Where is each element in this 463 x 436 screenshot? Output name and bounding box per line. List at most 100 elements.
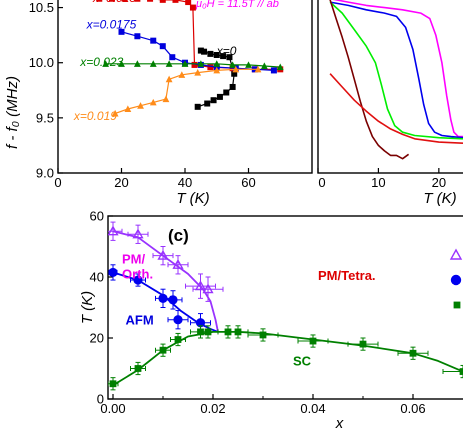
panel-a-x-tick-label: 0 xyxy=(54,175,61,190)
panel-a-data-point xyxy=(226,54,233,61)
panel-a-data-point xyxy=(229,61,237,68)
panel-a-series-label: x=0.023 xyxy=(79,55,123,69)
panel-c-y-tick-label: 0 xyxy=(97,392,104,407)
panel-a-x-tick-label: 20 xyxy=(114,175,128,190)
panel-a-data-point xyxy=(159,0,166,3)
panel-a-data-point xyxy=(245,61,252,68)
panel-b-plot-area xyxy=(329,0,463,160)
panel-a-data-point xyxy=(231,70,238,77)
panel-c-data-point xyxy=(132,228,144,239)
panel-c-data-point xyxy=(134,365,142,372)
panel-a-frequency-vs-temperature: 0 20 40 60 9.0 9.5 10.0 10.5 x=0 x=0.013 x=0.0175 x… xyxy=(4,0,313,207)
panel-c-y-axis-title: T (K) xyxy=(79,291,96,324)
panel-b-series-line xyxy=(329,73,463,144)
panel-c-legend-marker xyxy=(453,301,461,309)
panel-a-data-point xyxy=(210,97,217,104)
panel-b-low-temperature-frequency: 0 10 20T (K) xyxy=(317,0,463,207)
panel-a-field-label: μ₀H = 11.5T // ab xyxy=(195,0,279,10)
panel-a-data-point xyxy=(165,75,173,83)
panel-a-series-label: x=0 xyxy=(216,44,237,58)
panel-c-data-point xyxy=(158,293,168,303)
panel-a-data-point xyxy=(194,69,202,76)
panel-a-data-point xyxy=(111,109,119,117)
panel-a-y-tick-label: 9.5 xyxy=(36,110,54,125)
panel-a-data-point xyxy=(102,60,110,67)
panel-c-data-point xyxy=(159,346,167,354)
panel-c-data-point xyxy=(309,337,317,345)
panel-c-legend-marker xyxy=(450,274,462,286)
panel-a-data-point xyxy=(134,0,141,2)
panel-a-y-tick-label: 10.0 xyxy=(29,55,54,70)
panel-a-plot-area xyxy=(96,0,284,117)
panel-c-legend-marker xyxy=(449,248,463,260)
panel-b-series-line xyxy=(332,0,463,138)
panel-a-data-point xyxy=(213,51,220,58)
panel-c-region-label: PM/ xyxy=(122,251,146,266)
panel-a-data-point xyxy=(172,0,179,3)
panel-c-y-tick-label: 20 xyxy=(90,331,104,346)
panel-a-data-point xyxy=(118,60,125,67)
panel-c-region-label: PM/Tetra. xyxy=(318,268,376,283)
panel-c-phase-boundary xyxy=(112,330,463,387)
panel-c-y-tick-label: 60 xyxy=(90,209,104,224)
panel-c-data-point xyxy=(108,225,119,236)
panel-c-data-point xyxy=(109,380,117,388)
panel-a-data-point xyxy=(150,37,157,44)
panel-a-data-point xyxy=(149,98,157,106)
panel-a-data-point xyxy=(96,0,103,2)
panel-a-series-line xyxy=(157,0,281,70)
panel-c-data-point xyxy=(202,283,214,294)
panel-c-region-label: SC xyxy=(293,353,312,368)
panel-c-legend xyxy=(449,248,463,309)
panel-c-data-point xyxy=(172,258,184,269)
panel-c-x-tick-label: 0.04 xyxy=(300,401,325,416)
panel-a-data-point xyxy=(220,53,227,60)
panel-c-letter: (c) xyxy=(168,226,189,245)
panel-c-data-point xyxy=(459,368,463,375)
panel-a-data-point xyxy=(207,64,214,71)
panel-c-region-label: AFM xyxy=(126,312,154,327)
panel-b-series-line xyxy=(329,0,410,160)
panel-a-data-point xyxy=(229,83,236,90)
panel-c-x-tick-label: 0.06 xyxy=(400,401,425,416)
panel-b-series-line xyxy=(329,1,463,140)
panel-a-data-point xyxy=(181,60,189,67)
panel-a-series-line xyxy=(105,63,281,68)
panel-a-y-tick-label: 10.5 xyxy=(29,0,54,15)
panel-c-phase-diagram: (c) 0.00 0.02 0.04 0.06 0 20 40 60 PM/Orth. PM/Tet… xyxy=(79,209,463,432)
panel-a-y-axis-title: f - f₀ (MHz) xyxy=(4,76,21,149)
panel-b-x-axis-title: T (K) xyxy=(423,190,456,207)
panel-a-data-point xyxy=(137,102,144,109)
panel-c-data-point xyxy=(409,349,417,357)
panel-a-data-point xyxy=(223,89,230,96)
panel-a-data-point xyxy=(189,4,196,11)
panel-c-data-point xyxy=(204,328,212,336)
panel-a-data-point xyxy=(121,0,128,2)
panel-c-y-tick-label: 40 xyxy=(90,270,104,285)
panel-a-x-tick-label: 60 xyxy=(241,175,255,190)
panel-a-data-point xyxy=(213,66,221,74)
panel-a-data-point xyxy=(178,71,186,78)
panel-c-data-point xyxy=(359,340,367,348)
panel-c-region-label: Orth. xyxy=(122,267,153,282)
panel-a-data-point xyxy=(204,100,211,107)
panel-c-plot-area xyxy=(108,221,463,391)
panel-a-data-point xyxy=(201,48,208,55)
panel-a-series-label: x=0.019 xyxy=(73,109,117,123)
panel-a-data-point xyxy=(118,28,125,35)
panel-c-data-point xyxy=(108,267,118,278)
panel-c-data-point xyxy=(234,328,242,336)
panel-a-data-point xyxy=(165,60,173,67)
panel-a-data-point xyxy=(254,65,262,73)
panel-a-data-point xyxy=(197,60,205,67)
panel-a-data-point xyxy=(207,50,214,57)
panel-a-data-point xyxy=(108,0,115,2)
panel-c-x-axis-title: x xyxy=(335,415,344,432)
panel-c-data-point xyxy=(195,318,206,328)
panel-c-x-tick-label: 0.00 xyxy=(100,401,125,416)
panel-a-x-tick-label: 40 xyxy=(178,175,192,190)
panel-a-data-point xyxy=(159,43,166,50)
panel-a-data-point xyxy=(149,60,157,67)
panel-a-y-tick-label: 9.0 xyxy=(36,166,54,181)
